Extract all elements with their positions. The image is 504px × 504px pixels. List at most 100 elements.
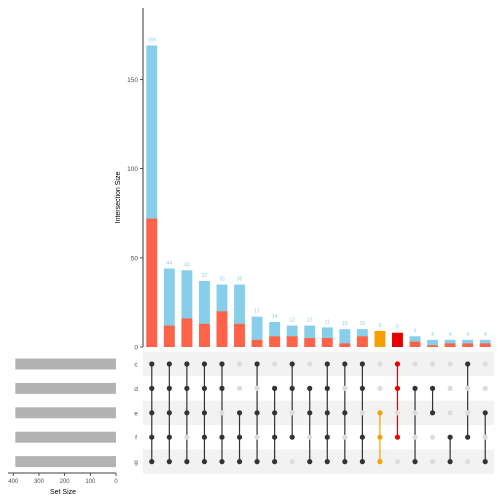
matrix-dot-inactive <box>429 434 436 440</box>
y-tick-label: 0 <box>134 345 138 352</box>
matrix-dot-inactive <box>342 434 348 440</box>
set-size-bar <box>15 407 116 419</box>
matrix-dot-active <box>184 385 190 391</box>
matrix-dot-active <box>307 459 313 465</box>
matrix-dot-active <box>324 385 330 391</box>
matrix-dot-inactive <box>236 385 243 391</box>
set-size-bar <box>15 358 116 370</box>
intersection-value-label: 43 <box>184 262 190 268</box>
intersection-value-label: 4 <box>431 332 434 338</box>
intersection-bar-highlight <box>462 343 474 347</box>
matrix-dot-active <box>236 459 243 465</box>
intersection-bar-highlight <box>198 323 210 347</box>
intersection-bar-total <box>374 330 386 347</box>
intersection-bar-total <box>146 45 158 348</box>
matrix-dot-active <box>184 459 190 465</box>
matrix-dot-inactive <box>429 459 436 465</box>
matrix-dot-active <box>149 361 155 367</box>
matrix-dot-active <box>201 361 208 367</box>
matrix-dot-active <box>272 385 278 391</box>
set-label: f <box>135 435 137 442</box>
matrix-dot-active <box>166 361 172 367</box>
matrix-dot-active <box>342 459 348 465</box>
intersection-bar-total <box>234 284 245 347</box>
matrix-dot-inactive <box>482 361 488 367</box>
matrix-dot-active <box>272 434 278 440</box>
intersection-bar-highlight <box>146 218 158 347</box>
matrix-dot-active <box>307 385 313 391</box>
matrix-dot-active <box>447 459 453 465</box>
matrix-dot-active <box>377 434 383 440</box>
matrix-dot-active <box>359 459 365 465</box>
intersection-bar-total <box>181 270 193 347</box>
matrix-dot-active <box>201 385 208 391</box>
intersection-value-label: 14 <box>272 314 278 320</box>
intersection-value-label: 169 <box>148 37 157 43</box>
set-size-tick-label: 0 <box>114 479 118 485</box>
set-label: c <box>134 362 138 369</box>
intersection-bar-total <box>163 268 175 347</box>
matrix-dot-active <box>236 410 243 416</box>
intersection-bar-highlight <box>409 341 421 347</box>
matrix-dot-active <box>254 459 260 465</box>
intersection-value-label: 37 <box>202 273 208 279</box>
matrix-dot-active <box>201 410 208 416</box>
set-size-bar <box>15 431 116 443</box>
matrix-dot-active <box>324 459 330 465</box>
intersection-value-label: 4 <box>484 332 487 338</box>
matrix-dot-active <box>272 410 278 416</box>
matrix-dot-active <box>289 385 295 391</box>
matrix-dot-active <box>236 434 243 440</box>
matrix-dot-inactive <box>289 459 295 465</box>
intersection-bar-total <box>304 325 316 347</box>
matrix-dot-inactive <box>359 410 365 416</box>
matrix-dot-inactive <box>465 410 471 416</box>
matrix-dot-active <box>149 459 155 465</box>
set-label: g <box>134 459 138 466</box>
intersection-bar-total <box>269 322 281 347</box>
matrix-dot-active <box>394 361 401 367</box>
intersection-bar-highlight <box>479 343 491 347</box>
matrix-stripe <box>143 351 494 377</box>
intersection-value-label: 4 <box>466 332 469 338</box>
intersection-bar-total <box>427 339 439 347</box>
matrix-dot-inactive <box>465 385 471 391</box>
y-tick-label: 50 <box>131 255 139 262</box>
matrix-dot-inactive <box>447 361 453 367</box>
matrix-dot-active <box>359 385 365 391</box>
matrix-dot-inactive <box>394 410 401 416</box>
matrix-dot-inactive <box>429 361 436 367</box>
matrix-dot-active <box>219 434 225 440</box>
set-label: e <box>134 410 138 417</box>
intersection-value-label: 10 <box>342 321 348 327</box>
matrix-dot-active <box>324 434 330 440</box>
matrix-dot-active <box>394 385 401 391</box>
intersection-bar-highlight <box>427 345 439 347</box>
matrix-dot-active <box>149 410 155 416</box>
matrix-dot-inactive <box>412 361 418 367</box>
set-size-title: Set Size <box>50 489 76 496</box>
matrix-dot-active <box>447 434 453 440</box>
matrix-dot-inactive <box>272 361 278 367</box>
matrix-dot-active <box>465 434 471 440</box>
matrix-dot-inactive <box>394 459 401 465</box>
intersection-value-label: 35 <box>219 277 225 283</box>
matrix-dot-active <box>429 385 436 391</box>
set-size-tick-label: 400 <box>8 479 19 485</box>
matrix-dot-active <box>166 434 172 440</box>
matrix-dot-active <box>289 434 295 440</box>
matrix-dot-active <box>254 361 260 367</box>
matrix-dot-active <box>342 410 348 416</box>
intersection-bar-highlight <box>356 336 368 347</box>
intersection-value-label: 44 <box>167 260 173 266</box>
matrix-dot-inactive <box>236 361 243 367</box>
set-size-bar <box>15 382 116 394</box>
set-size-tick-label: 200 <box>60 479 71 485</box>
matrix-dot-active <box>429 410 436 416</box>
intersection-value-label: 12 <box>307 318 313 324</box>
intersection-value-label: 8 <box>396 325 399 331</box>
matrix-dot-active <box>359 361 365 367</box>
intersection-bar-total <box>392 332 403 347</box>
matrix-dot-active <box>149 434 155 440</box>
matrix-dot-active <box>166 385 172 391</box>
